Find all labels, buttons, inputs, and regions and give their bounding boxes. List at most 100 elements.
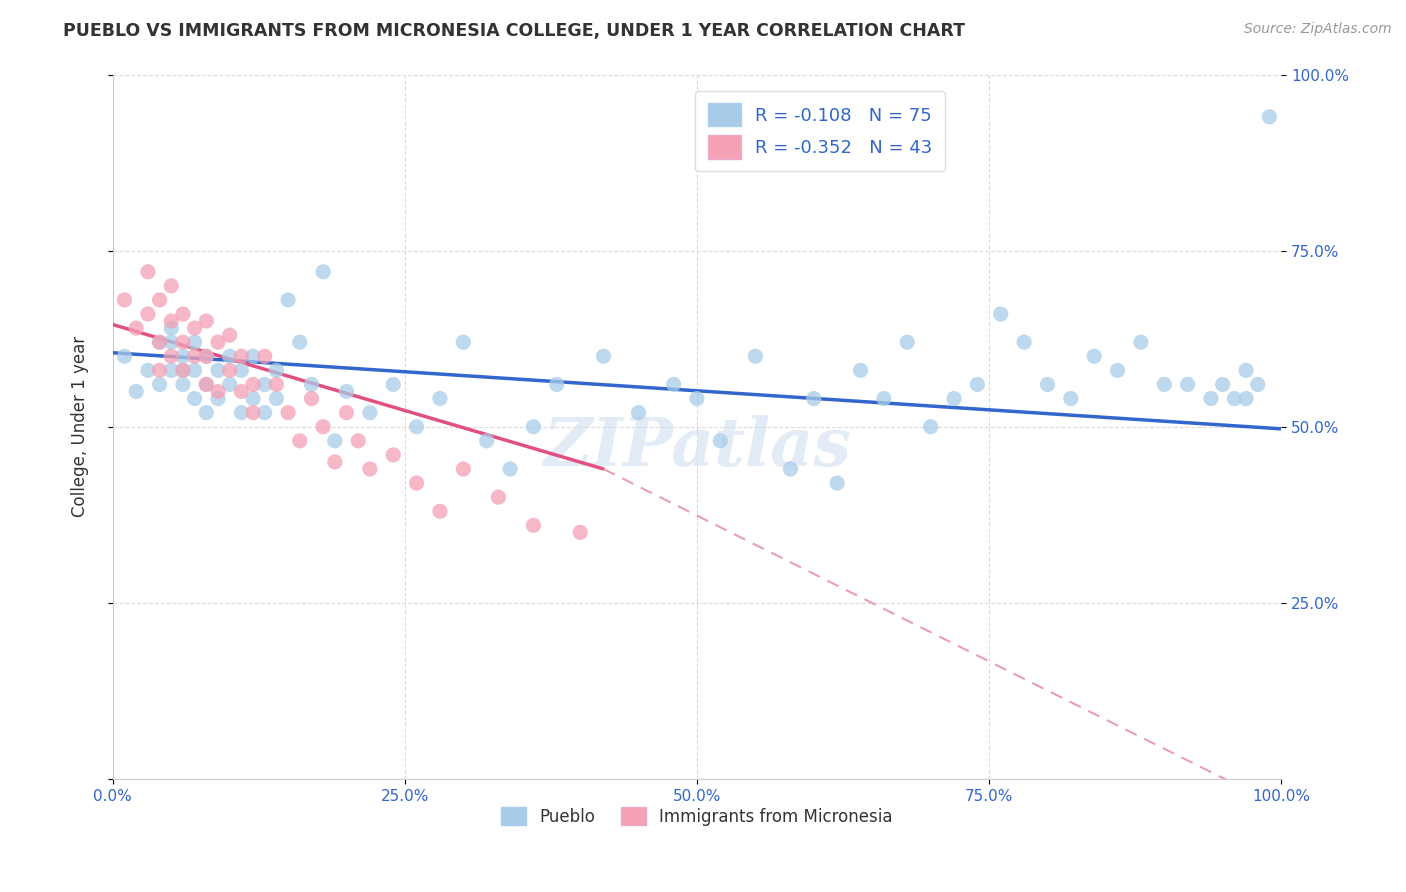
Point (429, 392, 451, 406)
Point (160, 278, 183, 293)
Point (453, 462, 475, 476)
Point (183, 335, 205, 350)
Point (1177, 377, 1199, 392)
Point (148, 335, 170, 350)
Point (148, 293, 170, 307)
Point (920, 419, 942, 434)
Point (242, 349, 264, 363)
Point (382, 448, 405, 462)
Point (1212, 377, 1234, 392)
Point (849, 363, 872, 377)
Text: ZIPatlas: ZIPatlas (543, 416, 851, 481)
Point (231, 349, 253, 363)
Point (148, 335, 170, 350)
Point (429, 504, 451, 518)
Point (1199, 392, 1222, 406)
Point (803, 392, 825, 406)
Point (218, 328, 240, 343)
Point (183, 363, 205, 377)
Point (160, 363, 183, 377)
Y-axis label: College, Under 1 year: College, Under 1 year (72, 336, 89, 517)
Point (1060, 392, 1083, 406)
Point (943, 392, 966, 406)
Point (873, 392, 896, 406)
Point (405, 419, 427, 434)
Text: Source: ZipAtlas.com: Source: ZipAtlas.com (1244, 22, 1392, 37)
Point (1083, 349, 1105, 363)
Point (231, 384, 253, 399)
Point (148, 377, 170, 392)
Point (242, 392, 264, 406)
Point (475, 434, 498, 448)
Point (136, 363, 159, 377)
Point (301, 392, 323, 406)
Point (195, 406, 218, 420)
Point (744, 349, 766, 363)
Point (218, 363, 240, 377)
Point (301, 377, 323, 392)
Point (779, 462, 801, 476)
Point (195, 377, 218, 392)
Point (114, 349, 136, 363)
Point (627, 406, 650, 420)
Point (288, 335, 311, 350)
Point (183, 321, 205, 335)
Point (207, 384, 229, 399)
Point (1036, 377, 1059, 392)
Point (125, 321, 148, 335)
Point (592, 349, 614, 363)
Point (195, 349, 218, 363)
Point (1258, 110, 1281, 124)
Point (172, 377, 194, 392)
Point (1223, 392, 1246, 406)
Point (114, 293, 136, 307)
Point (172, 335, 194, 350)
Point (136, 265, 159, 279)
Point (990, 307, 1012, 321)
Point (1234, 363, 1257, 377)
Point (546, 377, 568, 392)
Point (486, 490, 509, 504)
Point (323, 455, 346, 469)
Point (195, 349, 218, 363)
Point (359, 406, 381, 420)
Point (709, 434, 731, 448)
Point (966, 377, 988, 392)
Point (323, 434, 346, 448)
Point (405, 476, 427, 491)
Point (347, 434, 370, 448)
Point (160, 349, 183, 363)
Point (277, 293, 299, 307)
Point (253, 406, 276, 420)
Point (896, 335, 918, 350)
Point (266, 377, 288, 392)
Point (160, 321, 183, 335)
Point (242, 377, 264, 392)
Point (1012, 335, 1035, 350)
Point (160, 314, 183, 328)
Point (359, 462, 381, 476)
Point (172, 363, 194, 377)
Legend: Pueblo, Immigrants from Micronesia: Pueblo, Immigrants from Micronesia (494, 799, 901, 834)
Point (183, 392, 205, 406)
Point (522, 419, 544, 434)
Point (453, 335, 475, 350)
Point (1153, 377, 1175, 392)
Point (569, 525, 592, 540)
Point (218, 377, 240, 392)
Text: PUEBLO VS IMMIGRANTS FROM MICRONESIA COLLEGE, UNDER 1 YEAR CORRELATION CHART: PUEBLO VS IMMIGRANTS FROM MICRONESIA COL… (63, 22, 966, 40)
Point (172, 307, 194, 321)
Point (1129, 335, 1152, 350)
Point (662, 377, 685, 392)
Point (312, 265, 335, 279)
Point (207, 335, 229, 350)
Point (335, 406, 357, 420)
Point (253, 377, 276, 392)
Point (125, 384, 148, 399)
Point (1247, 377, 1270, 392)
Point (195, 377, 218, 392)
Point (242, 406, 264, 420)
Point (266, 363, 288, 377)
Point (136, 307, 159, 321)
Point (1234, 392, 1257, 406)
